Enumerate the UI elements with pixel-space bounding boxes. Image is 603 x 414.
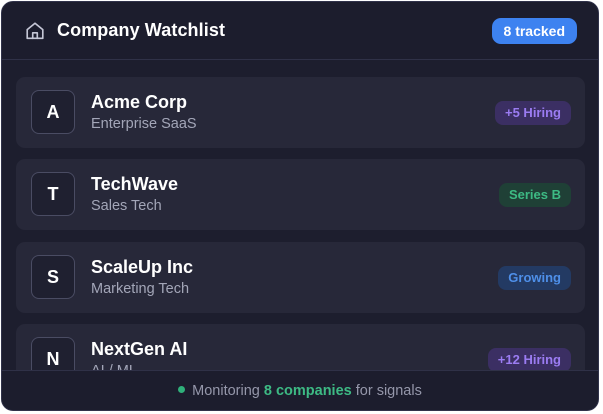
footer-company-count: 8 companies [263,383,352,399]
company-sector: Enterprise SaaS [91,116,197,132]
company-avatar: S [31,255,75,299]
company-name: ScaleUp Inc [91,257,194,277]
tracked-count-badge[interactable]: 8 tracked [491,18,577,44]
home-icon [26,22,44,40]
company-name: Acme Corp [91,92,188,112]
company-sector: Sales Tech [91,198,162,214]
watchlist-header: Company Watchlist 8 tracked [2,2,598,60]
footer-suffix: for signals [355,383,422,399]
company-avatar: T [31,172,75,216]
company-avatar: N [31,337,75,373]
signal-tag: +12 Hiring [487,348,571,372]
company-list[interactable]: A Acme Corp Enterprise SaaS +5 Hiring T … [2,61,598,373]
company-name: NextGen AI [91,339,188,359]
company-name: TechWave [91,174,179,194]
company-card-acme-corp[interactable]: A Acme Corp Enterprise SaaS +5 Hiring [16,77,585,148]
status-dot-icon [178,385,186,393]
company-sector: Marketing Tech [91,281,190,297]
company-sector: AI / ML [91,363,137,373]
company-card-nextgen-ai[interactable]: N NextGen AI AI / ML +12 Hiring [16,324,585,373]
signal-tag: Growing [498,266,571,290]
footer-prefix: Monitoring [192,383,260,399]
company-card-techwave[interactable]: T TechWave Sales Tech Series B [16,159,585,230]
signal-tag: +5 Hiring [495,101,571,125]
status-footer: Monitoring 8 companies for signals [2,370,598,410]
signal-tag: Series B [498,183,571,207]
company-avatar: A [31,90,75,134]
page-title: Company Watchlist [57,20,226,40]
company-card-scaleup-inc[interactable]: S ScaleUp Inc Marketing Tech Growing [16,242,585,313]
